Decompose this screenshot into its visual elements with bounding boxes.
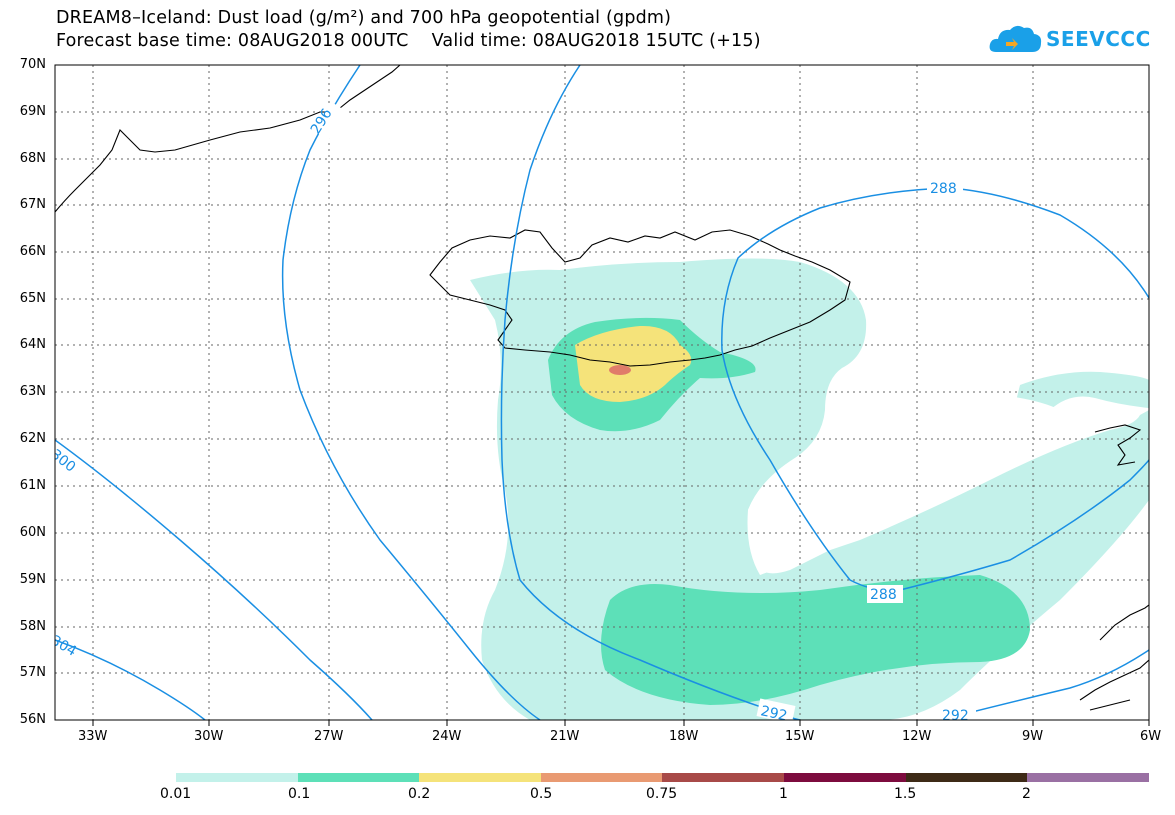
lat-tick: 68N	[19, 151, 46, 166]
faroe-coast	[1094, 424, 1142, 466]
map-subtitle: Forecast base time: 08AUG2018 00UTC Vali…	[56, 31, 761, 51]
lat-tick: 57N	[19, 665, 46, 680]
dust-area-0.1	[548, 317, 1030, 705]
contour-304	[55, 639, 206, 720]
lat-tick: 62N	[19, 431, 46, 446]
legend-swatch-6	[906, 773, 1027, 782]
lon-tick: 18W	[669, 729, 699, 744]
lon-tick: 30W	[194, 729, 224, 744]
legend-label: 0.01	[160, 786, 192, 802]
lat-tick: 63N	[19, 384, 46, 399]
lon-tick: 6W	[1140, 729, 1162, 744]
contour-label-300: 300	[48, 447, 79, 476]
legend-swatch-3	[541, 773, 662, 782]
lat-tick: 60N	[19, 525, 46, 540]
lat-tick: 64N	[19, 337, 46, 352]
cloud-icon	[989, 25, 1042, 52]
legend-label: 1	[779, 786, 788, 802]
lon-tick: 12W	[902, 729, 932, 744]
legend-colorbar	[176, 773, 1149, 782]
legend-label: 0.2	[408, 786, 431, 802]
geopotential-contours	[55, 65, 1149, 720]
lat-tick: 67N	[19, 197, 46, 212]
contour-label-288-top: 288	[930, 181, 957, 197]
lat-tick: 58N	[19, 619, 46, 634]
lat-tick: 66N	[19, 244, 46, 259]
map-title: DREAM8–Iceland: Dust load (g/m²) and 700…	[56, 8, 672, 28]
contour-label-288-bottom: 288	[870, 587, 897, 603]
contour-label-292-right: 292	[942, 708, 969, 724]
seevccc-logo: SEEVCCC	[988, 20, 1150, 60]
contour-292-upper	[500, 65, 801, 720]
contour-288	[721, 187, 1149, 592]
dust-area-0.5	[609, 365, 631, 375]
lat-tick: 65N	[19, 291, 46, 306]
scotland-coast	[1079, 604, 1149, 711]
contour-292-lower	[959, 649, 1149, 716]
iceland-coast	[429, 229, 851, 367]
map-frame	[54, 64, 1150, 721]
lon-tick: 27W	[314, 729, 344, 744]
legend-label: 0.1	[288, 786, 311, 802]
lon-tick: 33W	[78, 729, 108, 744]
legend-swatch-0	[176, 773, 298, 782]
contour-label-292-bottom: 292	[759, 703, 788, 724]
coastlines	[55, 65, 1149, 711]
legend-label: 0.5	[530, 786, 553, 802]
legend-swatch-1	[298, 773, 419, 782]
greenland-coast	[55, 65, 401, 213]
lon-tick: 21W	[550, 729, 580, 744]
legend-label: 0.75	[646, 786, 678, 802]
lon-tick: 15W	[785, 729, 815, 744]
lat-tick: 69N	[19, 104, 46, 119]
lat-tick: 61N	[19, 478, 46, 493]
contour-labels: 296 288 288 292 292 300 304	[48, 101, 976, 724]
legend-swatch-7	[1027, 773, 1149, 782]
lat-tick: 59N	[19, 572, 46, 587]
lon-tick: 9W	[1022, 729, 1044, 744]
contour-label-304: 304	[48, 633, 79, 660]
contour-296	[281, 65, 541, 720]
legend-label: 1.5	[894, 786, 917, 802]
grid-lines	[55, 65, 1149, 720]
axis-ticks	[92, 720, 1150, 726]
lat-tick: 70N	[19, 57, 46, 72]
logo-text: SEEVCCC	[1046, 27, 1151, 51]
legend-swatch-5	[784, 773, 906, 782]
legend-label: 2	[1022, 786, 1031, 802]
legend-swatch-4	[662, 773, 784, 782]
lat-tick: 56N	[19, 712, 46, 727]
contour-300	[55, 439, 373, 720]
lon-tick: 24W	[432, 729, 462, 744]
legend-swatch-2	[419, 773, 541, 782]
